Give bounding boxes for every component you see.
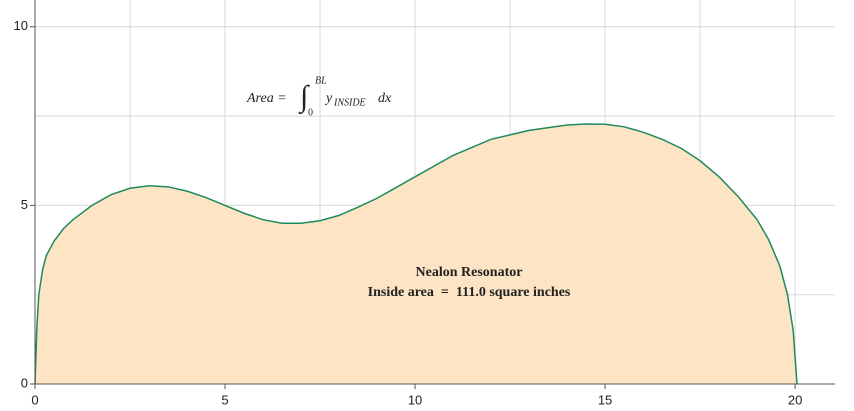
x-tick-label: 20 [788, 392, 802, 407]
y-tick-label: 5 [21, 197, 28, 212]
area-line [34, 123, 798, 385]
formula-upper: BL [315, 75, 327, 86]
x-tick-label: 0 [31, 392, 38, 407]
marks [34, 123, 798, 385]
y-tick-label: 0 [21, 375, 28, 390]
integral-sign: ∫ [298, 80, 310, 115]
formula-lower: 0 [308, 107, 313, 118]
axes: 0 5 10 15 20 0 5 10 [14, 0, 835, 407]
formula-differential: dx [378, 91, 392, 106]
formula-subscript: INSIDE [333, 97, 366, 108]
x-tick-label: 15 [598, 392, 612, 407]
formula-integrand: y [324, 91, 333, 106]
annotation-title: Nealon Resonator [416, 265, 523, 280]
y-tick-label: 10 [14, 18, 28, 33]
annotation-area: Inside area = 111.0 square inches [368, 285, 571, 300]
x-tick-label: 5 [221, 392, 228, 407]
formula-lhs: Area = [246, 91, 287, 106]
x-tick-label: 10 [408, 392, 422, 407]
area-fill [35, 123, 797, 384]
